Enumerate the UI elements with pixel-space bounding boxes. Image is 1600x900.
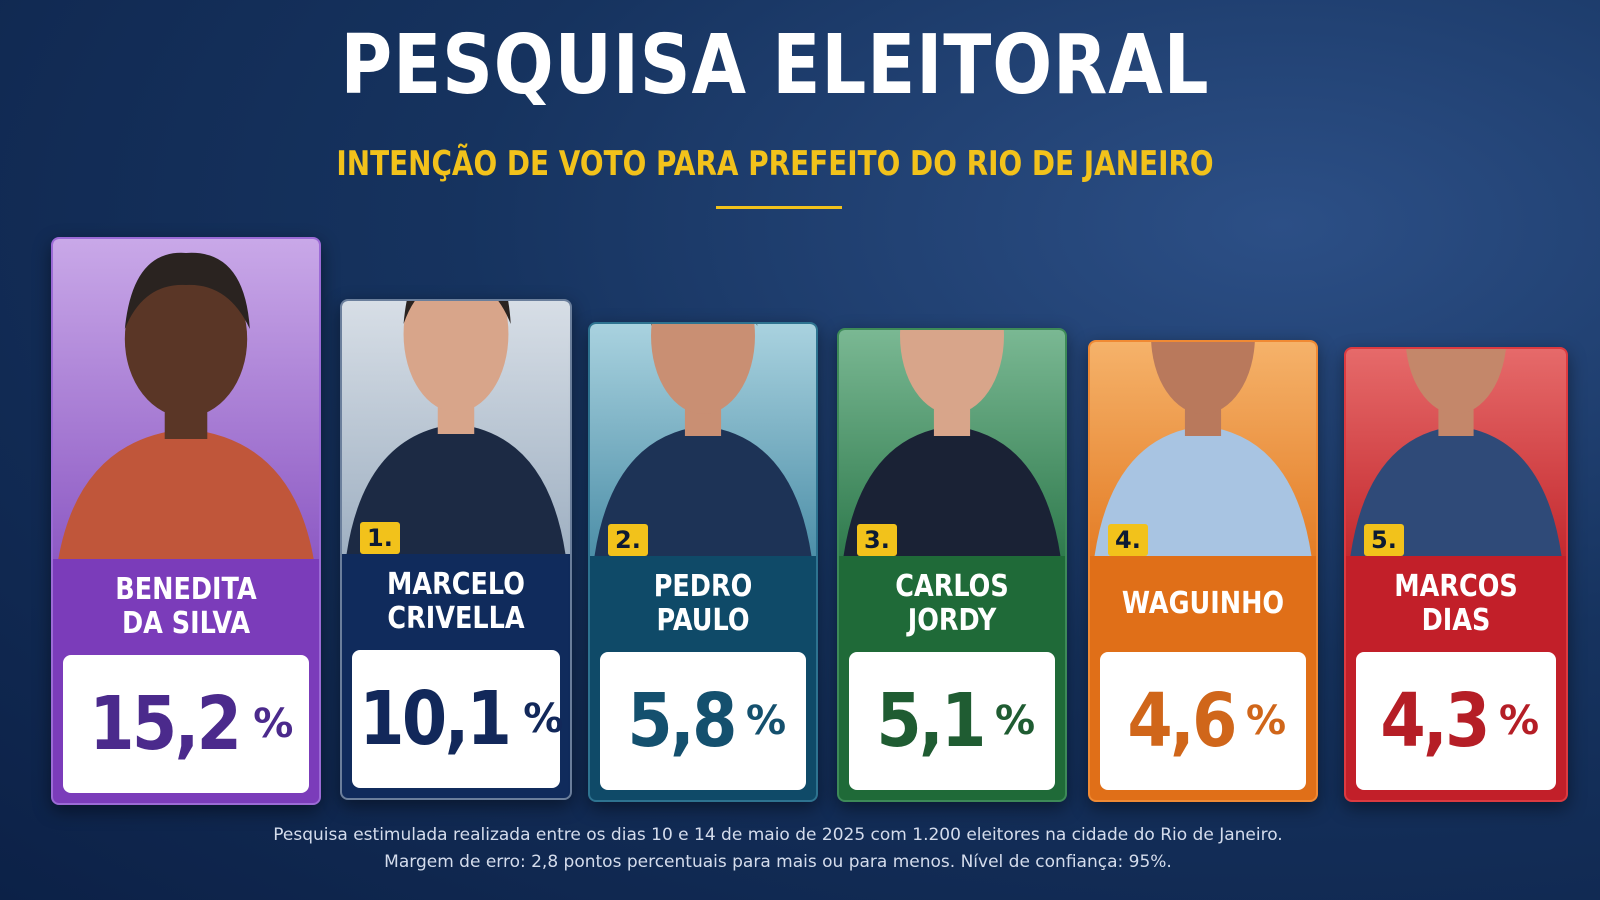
- candidate-photo: 3.: [839, 330, 1065, 556]
- portrait: [58, 252, 314, 559]
- portrait: [1094, 342, 1312, 556]
- title: PESQUISA ELEITORAL: [340, 18, 1210, 113]
- candidate-photo: 1.: [342, 301, 570, 554]
- name-line: MARCOS: [1394, 569, 1518, 604]
- vote-percentage: 4,3: [1380, 678, 1490, 764]
- portrait: [1350, 349, 1562, 556]
- name-line: CARLOS: [895, 569, 1009, 604]
- candidate-photo: [53, 239, 319, 559]
- percent-unit: %: [995, 698, 1036, 744]
- vote-percentage: 15,2: [88, 681, 242, 767]
- rank-badge: 4.: [1108, 524, 1148, 556]
- rank-badge: 2.: [608, 524, 648, 556]
- value-box: 15,2%: [63, 655, 309, 793]
- value-box: 4,3%: [1356, 652, 1556, 790]
- candidate-name: CARLOS JORDY: [839, 556, 1065, 652]
- name-line: WAGUINHO: [1121, 586, 1285, 621]
- percent-unit: %: [523, 696, 564, 742]
- candidate-card: BENEDITA DA SILVA 15,2%: [51, 237, 321, 805]
- percent-unit: %: [1246, 698, 1287, 744]
- footnote-line: Margem de erro: 2,8 pontos percentuais p…: [384, 852, 1172, 872]
- rank-badge: 1.: [360, 522, 400, 554]
- name-line: DA SILVA: [121, 606, 251, 641]
- name-line: PAULO: [656, 603, 750, 638]
- name-line: PEDRO: [653, 569, 753, 604]
- percent-unit: %: [253, 701, 294, 747]
- candidate-name: BENEDITA DA SILVA: [53, 559, 319, 655]
- candidate-card: 2. PEDRO PAULO 5,8%: [588, 322, 818, 802]
- name-line: MARCELO: [387, 567, 525, 602]
- footnote-line: Pesquisa estimulada realizada entre os d…: [273, 825, 1283, 845]
- portrait: [843, 330, 1061, 556]
- value-box: 5,1%: [849, 652, 1055, 790]
- candidate-photo: 5.: [1346, 349, 1566, 556]
- candidate-card: 5. MARCOS DIAS 4,3%: [1344, 347, 1568, 802]
- value-box: 4,6%: [1100, 652, 1306, 790]
- subtitle: INTENÇÃO DE VOTO PARA PREFEITO DO RIO DE…: [336, 144, 1214, 184]
- vote-percentage: 5,1: [876, 678, 986, 764]
- candidate-card: 4. WAGUINHO 4,6%: [1088, 340, 1318, 802]
- vote-percentage: 10,1: [358, 676, 512, 762]
- name-line: DIAS: [1421, 603, 1491, 638]
- vote-percentage: 4,6: [1127, 678, 1237, 764]
- portrait: [346, 301, 566, 554]
- vote-percentage: 5,8: [627, 678, 737, 764]
- candidate-name: PEDRO PAULO: [590, 556, 816, 652]
- name-line: JORDY: [907, 603, 997, 638]
- rank-badge: 5.: [1364, 524, 1404, 556]
- candidate-photo: 4.: [1090, 342, 1316, 556]
- candidate-name: MARCELO CRIVELLA: [342, 554, 570, 650]
- footnote: Pesquisa estimulada realizada entre os d…: [0, 822, 1556, 876]
- candidate-card: 1. MARCELO CRIVELLA 10,1%: [340, 299, 572, 800]
- rank-badge: 3.: [857, 524, 897, 556]
- percent-unit: %: [746, 698, 787, 744]
- candidate-card: 3. CARLOS JORDY 5,1%: [837, 328, 1067, 802]
- name-line: BENEDITA: [115, 572, 257, 607]
- value-box: 5,8%: [600, 652, 806, 790]
- divider: [716, 206, 842, 209]
- candidate-name: WAGUINHO: [1090, 556, 1316, 652]
- percent-unit: %: [1499, 698, 1540, 744]
- candidate-photo: 2.: [590, 324, 816, 556]
- value-box: 10,1%: [352, 650, 564, 788]
- portrait: [594, 324, 812, 556]
- candidate-name: MARCOS DIAS: [1346, 556, 1566, 652]
- name-line: CRIVELLA: [387, 601, 525, 636]
